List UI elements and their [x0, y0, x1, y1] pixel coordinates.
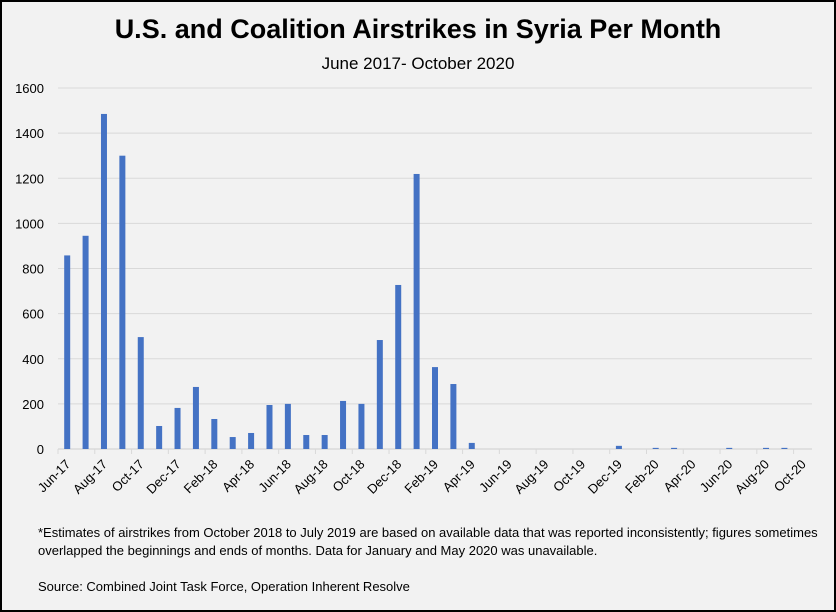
x-tick-label: Feb-19: [401, 457, 441, 497]
x-tick-label: Aug-20: [732, 457, 772, 497]
bar-Nov-17: [156, 425, 163, 449]
bar-Jun-17: [64, 255, 71, 449]
x-tick-label: Oct-20: [771, 457, 809, 495]
bar-Apr-19: [468, 442, 475, 449]
bar-Dec-18: [395, 284, 402, 449]
footnote: *Estimates of airstrikes from October 20…: [38, 525, 818, 558]
bar-Sep-18: [340, 400, 347, 449]
bar-Jul-17: [82, 235, 89, 449]
y-tick-label: 1600: [15, 81, 44, 96]
bar-Jan-19: [413, 173, 420, 449]
bar-Aug-18: [321, 435, 328, 449]
y-tick-label: 1000: [15, 216, 44, 231]
y-tick-label: 600: [22, 307, 44, 322]
bar-Mar-20: [671, 447, 678, 449]
y-tick-label: 1200: [15, 171, 44, 186]
source-note: Source: Combined Joint Task Force, Opera…: [38, 579, 410, 594]
bar-chart: 02004006008001000120014001600Jun-17Aug-1…: [15, 81, 812, 497]
x-tick-label: Dec-19: [585, 457, 625, 497]
bar-Feb-18: [211, 418, 218, 449]
bar-Jun-20: [726, 447, 733, 449]
bar-Nov-18: [376, 340, 383, 449]
x-tick-label: Aug-17: [70, 457, 110, 497]
bar-Oct-18: [358, 403, 365, 449]
x-tick-label: Feb-18: [181, 457, 221, 497]
bar-Aug-17: [100, 113, 107, 450]
bar-Jan-18: [192, 386, 199, 449]
bar-Dec-17: [174, 407, 181, 449]
bar-Aug-20: [763, 447, 770, 449]
x-tick-label: Apr-20: [660, 457, 698, 495]
chart-title: U.S. and Coalition Airstrikes in Syria P…: [114, 14, 722, 44]
x-tick-label: Dec-17: [143, 457, 183, 497]
bar-Oct-17: [137, 337, 144, 449]
x-tick-label: Aug-19: [511, 457, 551, 497]
bar-Apr-18: [248, 432, 255, 449]
bar-Jul-18: [303, 435, 310, 449]
x-tick-label: Dec-18: [364, 457, 404, 497]
bar-Mar-18: [229, 437, 236, 449]
x-tick-label: Apr-19: [440, 457, 478, 495]
x-tick-label: Apr-18: [219, 457, 257, 495]
x-tick-label: Jun-19: [476, 457, 515, 496]
y-tick-label: 0: [37, 442, 44, 457]
bar-Jun-18: [284, 403, 291, 449]
chart-subtitle: June 2017- October 2020: [321, 54, 515, 73]
x-tick-label: Oct-17: [109, 457, 147, 495]
x-tick-label: Oct-19: [550, 457, 588, 495]
x-tick-label: Oct-18: [329, 457, 367, 495]
bar-Dec-19: [615, 445, 622, 449]
y-tick-label: 400: [22, 352, 44, 367]
x-tick-label: Jun-18: [255, 457, 294, 496]
bar-Feb-20: [652, 447, 659, 449]
x-tick-label: Feb-20: [622, 457, 662, 497]
bar-Sep-17: [119, 155, 126, 449]
y-tick-label: 200: [22, 397, 44, 412]
bar-Feb-19: [432, 367, 438, 449]
y-tick-label: 1400: [15, 126, 44, 141]
bar-Mar-19: [450, 384, 457, 449]
x-tick-label: Aug-18: [291, 457, 331, 497]
x-tick-label: Jun-20: [697, 457, 736, 496]
bar-May-18: [266, 405, 273, 449]
x-tick-label: Jun-17: [35, 457, 74, 496]
bar-Sep-20: [781, 447, 788, 449]
y-tick-label: 800: [22, 262, 44, 277]
